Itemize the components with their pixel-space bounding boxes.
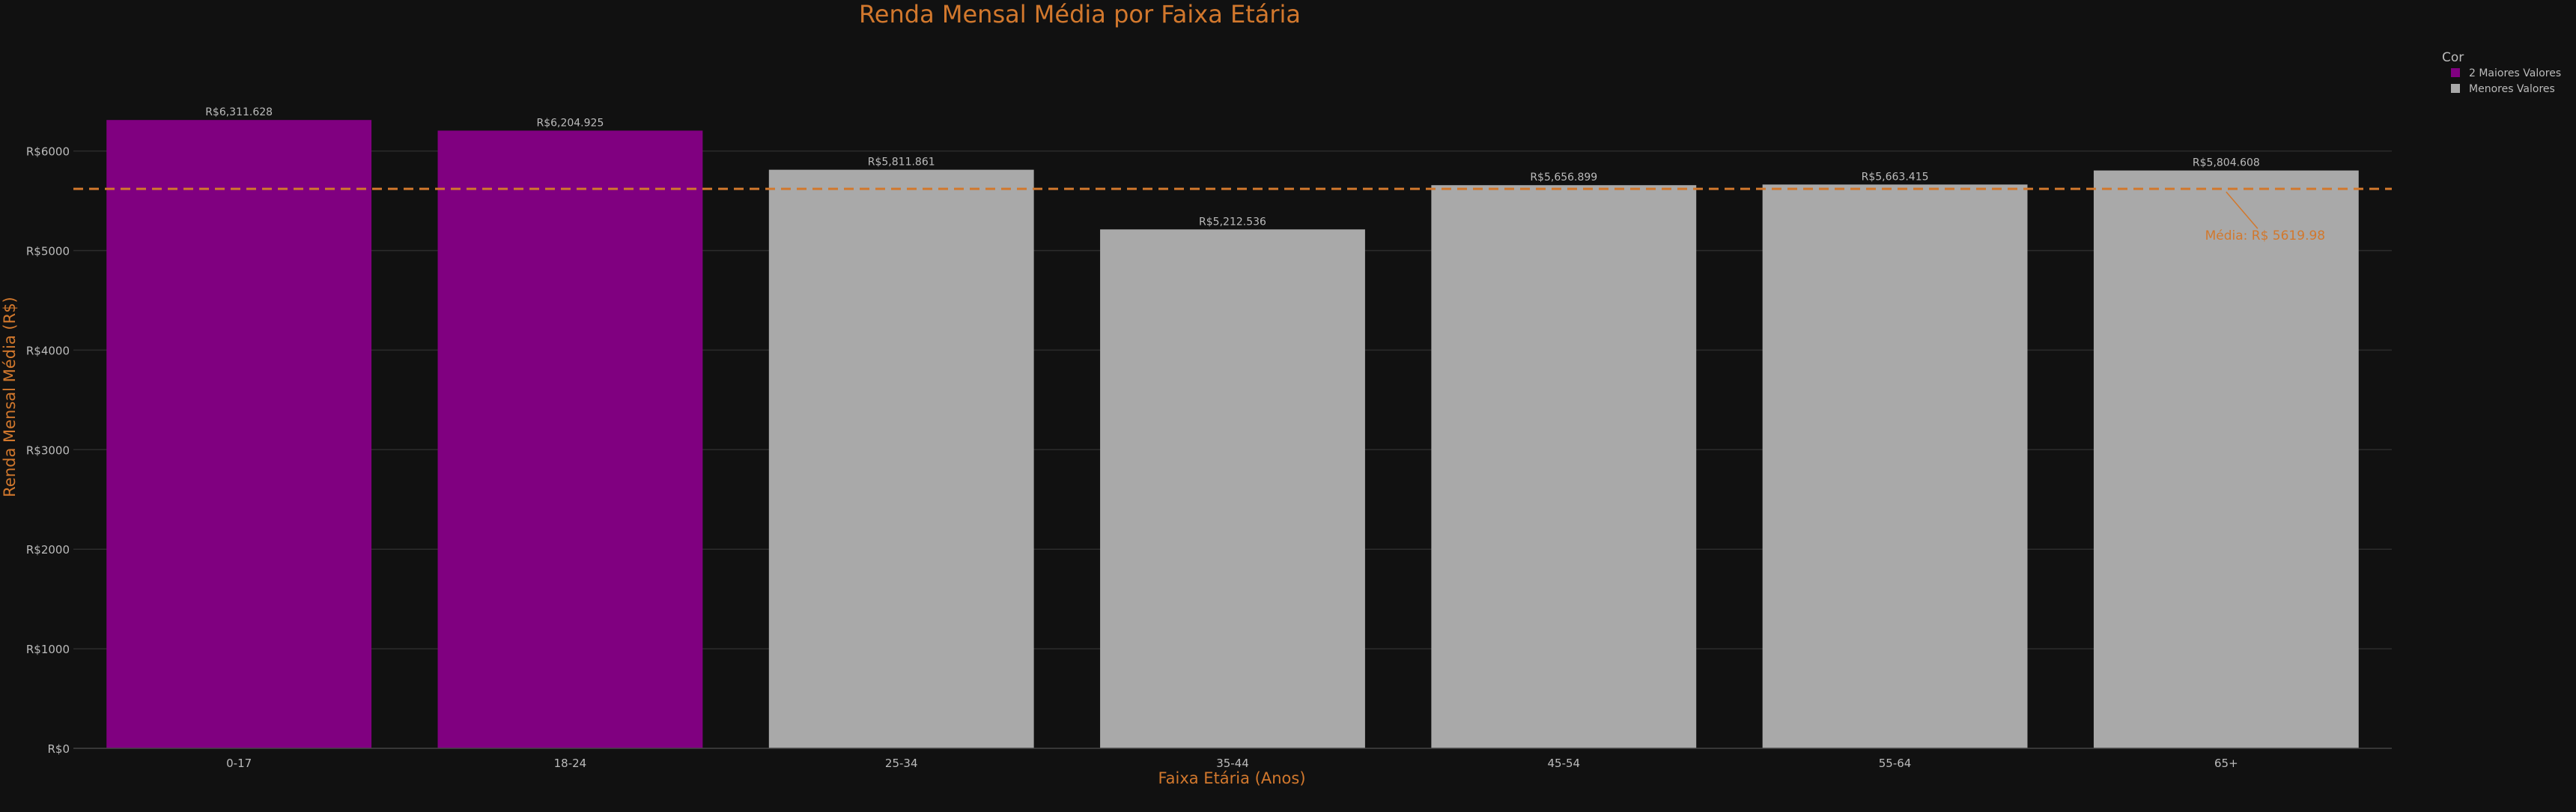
x-tick-label: 0-17 — [226, 757, 252, 770]
x-tick-label: 18-24 — [554, 757, 587, 770]
data-labels: R$6,311.628 R$6,204.925 R$5,811.861 R$5,212… — [205, 106, 2260, 228]
bar — [768, 169, 1034, 749]
x-tick-label: 35-44 — [1216, 757, 1249, 770]
y-tick-label: R$0 — [47, 742, 70, 756]
legend-title: Cor — [2442, 50, 2464, 65]
bar-value-label: R$6,311.628 — [205, 106, 273, 118]
bar — [1100, 229, 1365, 749]
y-tick-label: R$4000 — [26, 344, 70, 357]
chart-title: Renda Mensal Média por Faixa Etária — [859, 0, 1301, 28]
bar-value-label: R$5,804.608 — [2193, 157, 2260, 169]
x-tick-label: 55-64 — [1879, 757, 1912, 770]
bar-value-label: R$5,811.861 — [868, 157, 935, 169]
x-axis-title: Faixa Etária (Anos) — [1158, 769, 1305, 787]
legend-item-label: Menores Valores — [2469, 83, 2555, 95]
y-axis-title: Renda Mensal Média (R$) — [1, 297, 19, 497]
x-tick-label: 45-54 — [1547, 757, 1580, 770]
bar — [1431, 185, 1697, 749]
y-tick-label: R$2000 — [26, 543, 70, 557]
legend-swatch — [2451, 68, 2460, 77]
bar — [1762, 184, 2028, 749]
legend[interactable]: Cor 2 Maiores Valores Menores Valores — [2442, 50, 2561, 95]
mean-annotation-arrow — [2226, 191, 2258, 229]
y-tick-label: R$5000 — [26, 245, 70, 258]
x-tick-label: 65+ — [2214, 757, 2238, 770]
bar-value-label: R$6,204.925 — [536, 117, 604, 129]
bars — [106, 120, 2359, 749]
bar — [437, 130, 703, 749]
bar-value-label: R$5,656.899 — [1530, 172, 1597, 184]
bar — [106, 120, 372, 748]
x-tick-label: 25-34 — [885, 757, 918, 770]
bar — [2093, 170, 2359, 749]
y-tick-label: R$1000 — [26, 643, 70, 656]
axes: R$0 R$1000 R$2000 R$3000 R$4000 R$5000 R$6000 0… — [26, 145, 2392, 770]
y-tick-label: R$3000 — [26, 443, 70, 457]
y-tick-label: R$6000 — [26, 145, 70, 159]
mean-annotation-label: Média: R$ 5619.98 — [2205, 228, 2326, 243]
legend-swatch — [2451, 84, 2460, 93]
legend-item-label: 2 Maiores Valores — [2469, 67, 2561, 79]
bar-value-label: R$5,663.415 — [1862, 171, 1929, 183]
bar-value-label: R$5,212.536 — [1199, 216, 1266, 228]
mean-line-group: Média: R$ 5619.98 — [73, 187, 2392, 243]
